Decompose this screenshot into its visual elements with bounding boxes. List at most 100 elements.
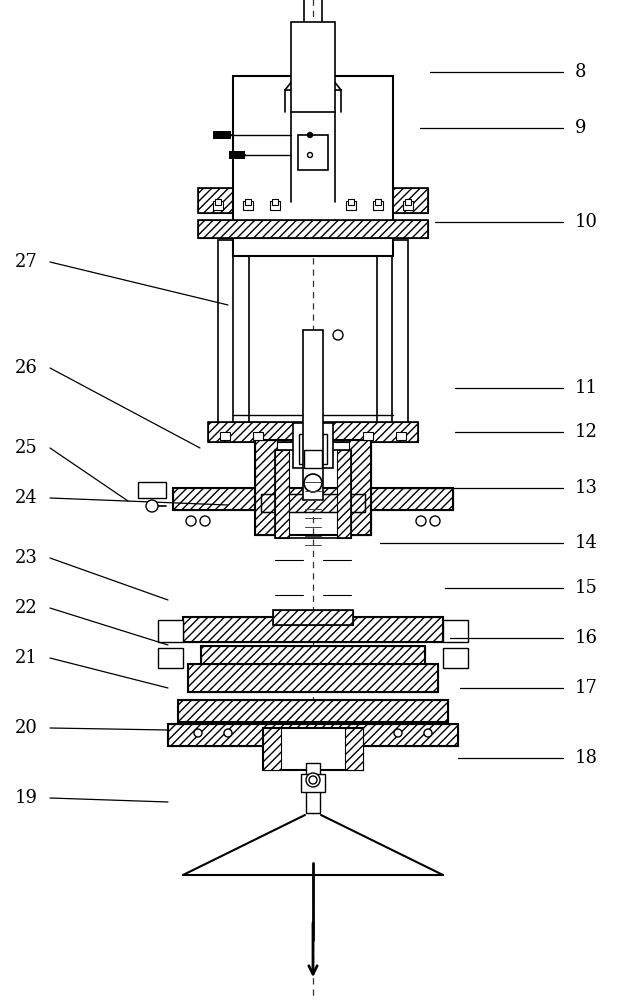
Circle shape [306,773,320,787]
Bar [261,494,365,512]
Circle shape [307,132,312,137]
Bar [377,240,393,440]
Bar [405,199,411,205]
Text: 27: 27 [15,253,38,271]
Bar [220,432,230,440]
Bar [348,199,354,205]
Bar [304,450,322,468]
Circle shape [309,776,317,784]
Circle shape [194,729,202,737]
Bar [303,330,323,500]
Bar [443,648,468,668]
Bar [261,494,365,512]
Text: 17: 17 [575,679,598,697]
Bar [293,423,333,468]
Bar [173,488,453,510]
Bar [349,440,371,535]
Text: 14: 14 [575,534,598,552]
Bar [245,199,251,205]
Bar [213,201,223,210]
Circle shape [416,516,426,526]
Circle shape [424,729,432,737]
Bar [253,432,263,440]
Text: 8: 8 [575,63,587,81]
Bar [183,617,443,642]
Bar [168,724,458,746]
Bar [158,620,183,642]
Bar [198,220,428,238]
Bar [183,617,443,642]
Bar [178,700,448,722]
Circle shape [200,516,210,526]
Bar [273,610,353,625]
Text: 11: 11 [575,379,598,397]
Bar [291,22,335,112]
Circle shape [224,729,232,737]
Text: 12: 12 [575,423,598,441]
Bar [208,422,418,442]
Text: 16: 16 [575,629,598,647]
Text: 22: 22 [15,599,38,617]
Circle shape [333,330,343,340]
Bar [275,450,351,538]
Bar [263,728,281,770]
Bar [215,199,221,205]
Text: 18: 18 [575,749,598,767]
Bar [345,728,363,770]
Bar [233,76,393,256]
Bar [375,199,381,205]
Bar [158,648,183,668]
Bar [173,488,453,510]
Bar [201,646,425,668]
Bar [403,201,413,210]
Text: 20: 20 [15,719,38,737]
Text: 23: 23 [15,549,38,567]
Text: 26: 26 [15,359,38,377]
Polygon shape [183,815,443,875]
Bar [301,774,325,792]
Bar [443,620,468,642]
Text: 21: 21 [15,649,38,667]
Bar [346,201,356,210]
Bar [218,240,234,440]
Circle shape [307,152,312,157]
Bar [255,440,371,535]
Bar [337,450,351,538]
Polygon shape [285,58,341,112]
Bar [188,664,438,692]
Bar [373,201,383,210]
Circle shape [394,729,402,737]
Bar [243,201,253,210]
Text: 24: 24 [15,489,38,507]
Bar [298,135,328,170]
Bar [392,240,408,440]
Bar [299,434,327,464]
Bar [188,664,438,692]
Circle shape [186,516,196,526]
Bar [168,724,458,746]
Bar [275,450,289,538]
Bar [138,482,166,498]
Bar [233,240,249,440]
Bar [229,151,245,159]
Text: 15: 15 [575,579,598,597]
Bar [208,422,418,442]
Bar [396,432,406,440]
Bar [306,763,320,813]
Bar [272,199,278,205]
Text: 19: 19 [15,789,38,807]
Bar [213,131,231,139]
Circle shape [304,474,322,492]
Bar [201,646,425,668]
Circle shape [146,500,158,512]
Bar [178,700,448,722]
Bar [198,188,428,213]
Bar [255,440,277,535]
Text: 10: 10 [575,213,598,231]
Bar [263,728,363,770]
Text: 9: 9 [575,119,587,137]
Bar [270,201,280,210]
Circle shape [430,516,440,526]
Text: 25: 25 [15,439,38,457]
Bar [198,220,428,238]
